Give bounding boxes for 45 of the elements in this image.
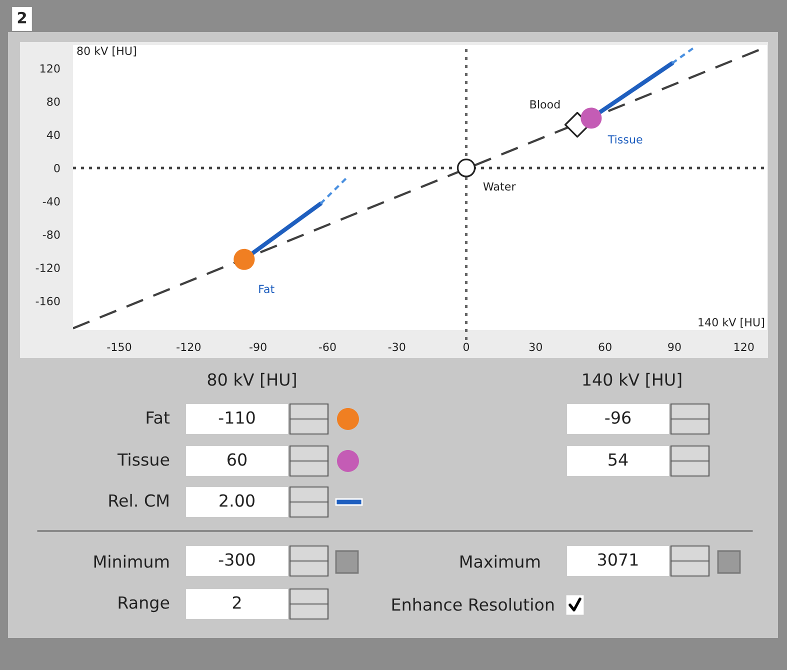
text: Enhance Resolution [392,598,554,611]
text: 2 [18,12,26,24]
y-tick-label: 0 [54,164,60,172]
text: -110 [218,411,255,424]
text: 54 [608,453,628,466]
text: Rel. CM [109,494,168,507]
annotation: Blood [530,100,560,109]
y-tick-label: -160 [36,296,60,306]
y-tick-label: 80 [47,97,60,106]
point [580,108,602,129]
y-axis-title: 80 kV [HU] [77,46,136,56]
x-tick-label: -90 [250,342,266,352]
y-tick-label: 40 [46,130,60,140]
x-tick-label: -30 [388,342,406,352]
y-tick-label: 120 [40,64,60,73]
text: 80 kV [HU] [208,372,296,388]
y-tick-label: -80 [42,230,60,239]
x-tick-label: -120 [176,342,201,352]
text: 2.00 [220,494,254,507]
x-tick-label: -150 [107,342,132,352]
text: 2 [232,596,241,609]
text: -300 [218,553,255,566]
x-tick-label: -60 [318,342,336,352]
x-tick-label: 60 [598,342,612,352]
y-tick-label: -120 [36,264,60,272]
text: 140 kV [HU] [583,372,682,388]
point [456,158,476,178]
text: Maximum [460,554,540,568]
annotation: Water [483,182,516,191]
x-tick-label: 0 [463,342,470,352]
x-axis-title: 140 kV [HU] [698,318,764,328]
text: Fat [146,411,170,424]
text: 60 [228,453,246,466]
x-tick-label: 120 [734,342,754,352]
annotation: Fat [259,284,274,294]
text: -96 [605,411,631,424]
point [234,248,255,270]
x-tick-label: 90 [668,342,681,352]
text: 3071 [598,553,638,566]
annotation: Tissue [608,134,642,144]
text: Tissue [117,452,170,466]
text: Range [118,596,170,612]
text: Minimum [94,554,169,568]
y-tick-label: -40 [42,197,60,206]
x-tick-label: 30 [529,342,542,352]
